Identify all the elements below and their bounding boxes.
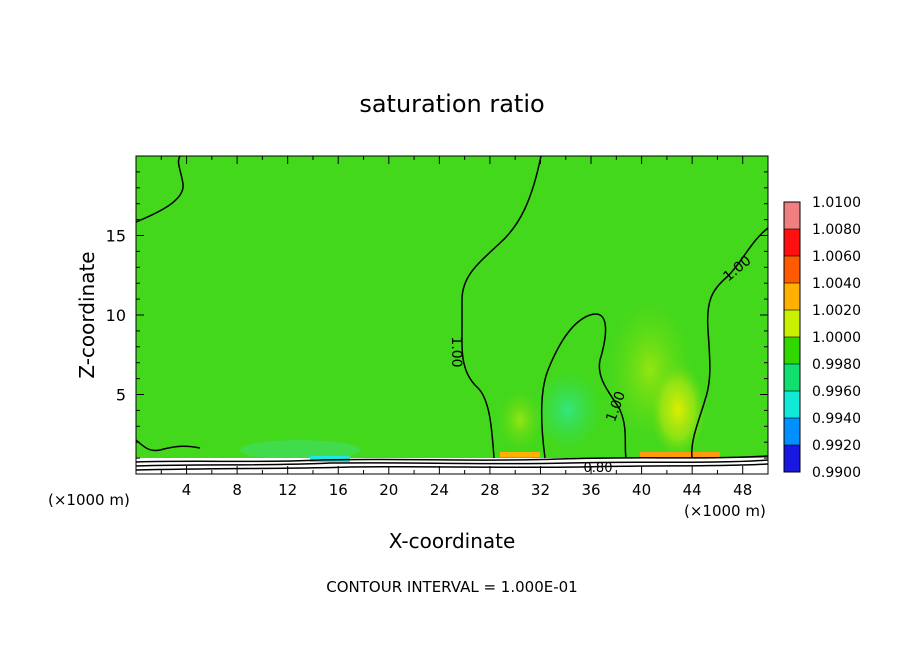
x-tick-label: 12 xyxy=(278,481,297,499)
colorbar-label: 1.0040 xyxy=(812,276,861,292)
y-tick-label: 5 xyxy=(116,386,126,405)
contour-interval-note: CONTOUR INTERVAL = 1.000E-01 xyxy=(326,578,577,596)
colorbar-label: 1.0020 xyxy=(812,303,861,319)
x-tick-label: 32 xyxy=(531,481,550,499)
colorbar-swatch xyxy=(784,202,800,229)
colorbar-label: 1.0060 xyxy=(812,249,861,265)
colorbar-swatch xyxy=(784,337,800,364)
colorbar-label: 0.9900 xyxy=(812,465,861,481)
field-supersat-core xyxy=(650,362,706,458)
field-supersat-region-a xyxy=(498,390,542,450)
colorbar-label: 0.9980 xyxy=(812,357,861,373)
colorbar-swatch xyxy=(784,391,800,418)
contour-label: 0.80 xyxy=(584,461,613,476)
colorbar-swatch xyxy=(784,283,800,310)
field-orange-patch xyxy=(640,452,720,458)
x-axis-label: X-coordinate xyxy=(389,529,516,553)
field-orange-patch-2 xyxy=(500,452,540,457)
x-tick-label: 40 xyxy=(632,481,651,499)
x-tick-label: 20 xyxy=(379,481,398,499)
x-unit-left: (×1000 m) xyxy=(48,491,130,509)
colorbar-label: 0.9920 xyxy=(812,438,861,454)
colorbar-swatch xyxy=(784,229,800,256)
contour-topleft xyxy=(136,156,184,223)
x-unit-right: (×1000 m) xyxy=(684,502,766,520)
colorbar-frame xyxy=(783,201,801,473)
x-tick-label: 4 xyxy=(182,481,192,499)
y-axis-label: Z-coordinate xyxy=(75,251,99,378)
x-tick-label: 8 xyxy=(232,481,242,499)
contour-ground-1 xyxy=(136,439,201,452)
y-axis-ticks: 5 10 15 xyxy=(106,171,768,459)
x-tick-label: 44 xyxy=(683,481,702,499)
contour-middle-1-00 xyxy=(540,313,627,459)
colorbar-label: 0.9960 xyxy=(812,384,861,400)
colorbar-swatch xyxy=(784,418,800,445)
contour-ground-2 xyxy=(136,455,768,463)
x-tick-label: 24 xyxy=(430,481,449,499)
x-tick-label: 16 xyxy=(329,481,348,499)
x-tick-label: 48 xyxy=(733,481,752,499)
field-cyan-patch xyxy=(310,456,350,462)
x-axis-ticks: 4 8 12 16 20 24 28 32 36 40 44 48 xyxy=(160,156,752,499)
contour-ground-3 xyxy=(136,459,768,467)
field-low-band xyxy=(240,440,360,460)
contour-label: 1.00 xyxy=(448,336,464,367)
chart-title: saturation ratio xyxy=(359,90,544,118)
contour-main-1-00 xyxy=(461,156,542,459)
x-tick-label: 36 xyxy=(581,481,600,499)
contour-right-1-00 xyxy=(691,227,768,459)
colorbar-label: 1.0080 xyxy=(812,222,861,238)
colorbar-label: 1.0100 xyxy=(812,195,861,211)
x-tick-label: 28 xyxy=(480,481,499,499)
colorbar-swatch xyxy=(784,364,800,391)
colorbar-swatch xyxy=(784,310,800,337)
field-moist-region xyxy=(534,370,602,450)
colorbar: 1.0100 1.0080 1.0060 1.0040 1.0020 1.0000 0.99… xyxy=(783,195,861,481)
colorbar-swatch xyxy=(784,256,800,283)
colorbar-swatch xyxy=(784,445,800,472)
contour-ground-4 xyxy=(136,463,768,471)
contour-lines xyxy=(136,156,768,471)
y-tick-label: 10 xyxy=(106,306,126,325)
colorbar-label: 0.9940 xyxy=(812,411,861,427)
y-tick-label: 15 xyxy=(106,227,126,246)
colorbar-label: 1.0000 xyxy=(812,330,861,346)
field-layer xyxy=(136,156,768,474)
